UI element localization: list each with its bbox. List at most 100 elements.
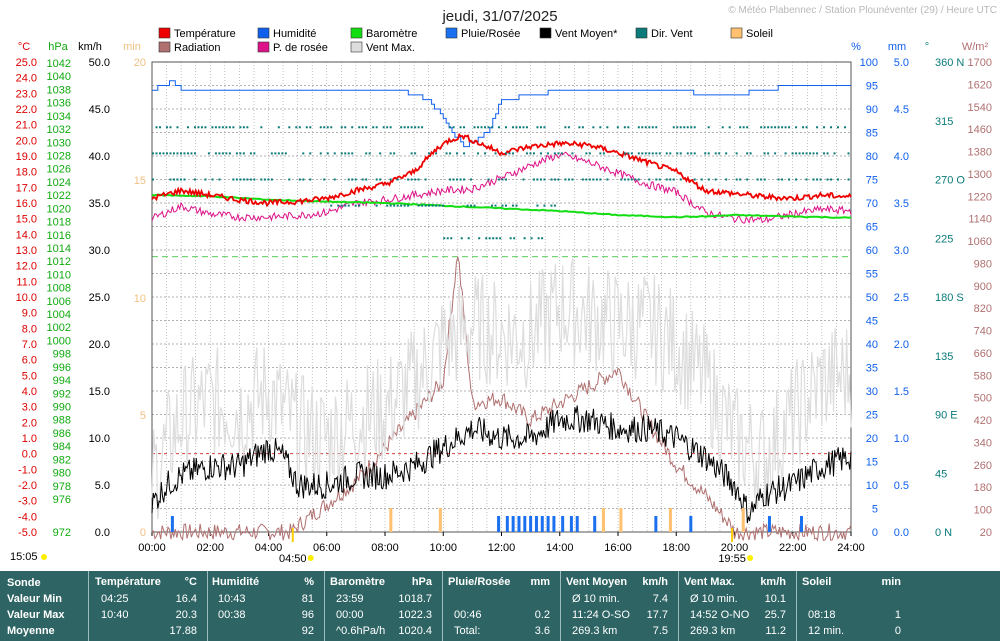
wind-dir-dot [218, 152, 221, 155]
wind-dir-dot [431, 204, 434, 207]
wind-dir-dot [435, 204, 438, 207]
wind-dir-dot [246, 178, 249, 181]
rain-tick: 5.0 [894, 57, 909, 69]
humidity-tick: 50 [866, 292, 878, 304]
radiation-tick: 1300 [968, 169, 992, 181]
humidity-tick: 85 [866, 128, 878, 140]
wind-dir-dot [393, 152, 396, 155]
wind-dir-dot [553, 204, 556, 207]
wind-dir-dot [485, 237, 488, 240]
wind-dir-dot [365, 152, 368, 155]
table-column: Humidité% 10:43 81 00:38 96 92 [212, 571, 320, 641]
radiation-tick: 1140 [968, 214, 992, 226]
rain-bar [593, 516, 597, 532]
hpa-tick: 998 [53, 349, 71, 361]
humidity-line [152, 80, 851, 148]
humidity-tick: 35 [866, 363, 878, 375]
wind-dir-dot [361, 178, 364, 181]
table-cell-label: ^0.6hPa/h [336, 625, 386, 637]
wind-dir-dot [606, 126, 609, 129]
wind-dir-dot [242, 178, 245, 181]
rain-bar [540, 516, 544, 532]
wind-dir-dot [197, 126, 200, 129]
temp-tick: 3.0 [22, 402, 37, 414]
column-unit: mm [530, 576, 550, 588]
x-tick-label: 02:00 [196, 542, 224, 554]
wind-dir-dot [581, 178, 584, 181]
wind-dir-dot [774, 152, 777, 155]
wind-dir-dot [714, 152, 717, 155]
wind-dir-dot [686, 126, 689, 129]
wind-dir-dot [407, 204, 410, 207]
wind-dir-dot [235, 152, 238, 155]
radiation-tick: 820 [974, 303, 992, 315]
rain-bar [517, 516, 521, 532]
wind-dir-dot [537, 237, 540, 240]
wind-dir-dot [501, 204, 504, 207]
wind-dir-dot [239, 126, 242, 129]
wind-dir-dot [630, 178, 633, 181]
wind-dir-dot [704, 152, 707, 155]
humidity-tick: 45 [866, 316, 878, 328]
column-separator [796, 571, 797, 641]
wind-dir-dot [602, 152, 605, 155]
table-cell-label: 12 min. [808, 625, 845, 637]
x-tick-label: 14:00 [546, 542, 574, 554]
wind-dir-dot [414, 152, 417, 155]
wind-dir-dot [365, 126, 368, 129]
wind-dir-dot [823, 126, 826, 129]
wind-dir-dot [477, 152, 480, 155]
wind-dir-dot [532, 178, 535, 181]
table-cell-label: 00:46 [454, 609, 482, 621]
sun-min-tick: 15 [134, 175, 146, 187]
wind-dir-dot [714, 178, 717, 181]
wind-dir-dot [190, 152, 193, 155]
table-cell-label: 23:59 [336, 593, 364, 605]
radiation-tick: 100 [974, 505, 992, 517]
wind-dir-dot [152, 152, 154, 155]
x-tick-label: 00:00 [138, 542, 166, 554]
wind-dir-dot [735, 152, 738, 155]
wind-dir-dot [560, 152, 563, 155]
legend-label: Soleil [746, 28, 773, 40]
hpa-tick: 1006 [47, 296, 71, 308]
wind-dir-dot [358, 204, 361, 207]
temp-tick: 10.0 [16, 292, 37, 304]
wind-dir-dot [382, 126, 385, 129]
wind-dir-dot [672, 126, 675, 129]
humidity-tick: 65 [866, 222, 878, 234]
wind-dir-dot [414, 178, 417, 181]
sun-bar [619, 508, 623, 532]
wind-dir-dot [330, 204, 333, 207]
wind-dir-dot [326, 152, 329, 155]
hpa-tick: 972 [53, 527, 71, 539]
temp-tick: -5.0 [18, 527, 37, 539]
hpa-unit: hPa [48, 41, 68, 53]
wind-dir-dot [795, 178, 798, 181]
table-cell-label: Ø 10 min. [690, 593, 738, 605]
wind-dir-dot [396, 178, 399, 181]
radiation-tick: 1700 [968, 57, 992, 69]
rain-bar [170, 516, 174, 532]
wind-dir-dot [302, 178, 305, 181]
temp-tick: 11.0 [16, 276, 37, 288]
wind-dir-dot [232, 178, 235, 181]
wind-dir-dot [809, 152, 812, 155]
wind-dir-dot [176, 178, 179, 181]
wind-dir-dot [323, 178, 326, 181]
wind-dir-dot [417, 204, 420, 207]
wind-dir-dot [585, 178, 588, 181]
wind-dir-dot [693, 126, 696, 129]
rain-bar [552, 516, 556, 532]
legend-label: P. de rosée [273, 42, 328, 54]
wind-dir-tick: 270 O [935, 175, 965, 187]
wind-dir-dot [627, 152, 630, 155]
wind-dir-dot [375, 178, 378, 181]
wind-dir-dot [351, 126, 354, 129]
wind-dir-dot [172, 152, 175, 155]
row-label-sonde: Sonde [7, 577, 41, 589]
wind-dir-dot [288, 178, 291, 181]
copyright-text: © Météo Plabennec / Station Plounéventer… [728, 5, 997, 16]
wind-tick: 50.0 [89, 57, 110, 69]
wind-dir-dot [249, 178, 252, 181]
